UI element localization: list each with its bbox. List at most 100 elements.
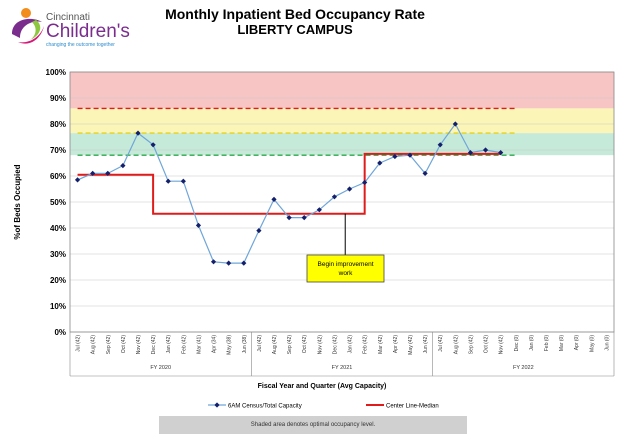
x-tick-label: May (42) [408,335,414,355]
x-tick-label: May (38) [227,335,233,355]
x-tick-label: Feb (0) [544,335,550,351]
x-tick-label: Aug (42) [453,335,459,355]
data-point-census [407,152,413,158]
legend-label-census: 6AM Census/Total Capacity [228,404,302,410]
logo-name-top: Cincinnati [46,12,90,23]
y-tick-label: 60% [50,172,66,181]
data-point-census [467,150,474,156]
target-band-0 [70,72,614,109]
x-tick-label: Nov (42) [499,335,505,355]
x-tick-label: Aug (42) [272,335,278,355]
data-point-census [452,121,458,127]
logo-figure-icon [12,8,44,44]
y-tick-label: 70% [50,146,66,155]
y-tick-label: 50% [50,198,66,207]
brand-logo: Cincinnati Children's changing the outco… [6,4,146,50]
legend-label-median: Center Line-Median [386,404,439,410]
x-tick-label: Nov (42) [317,335,323,355]
data-point-census [437,142,443,148]
data-point-census [377,160,383,166]
x-tick-label: Dec (42) [332,335,338,355]
x-tick-label: Apr (0) [574,335,580,351]
data-point-census [392,153,398,160]
x-tick-label: Jun (38) [242,335,248,354]
logo-tagline: changing the outcome together [46,42,115,48]
x-tick-label: Jul (42) [76,335,82,352]
target-band-2 [70,133,614,156]
series-line-median [77,152,501,215]
data-point-census [482,147,489,153]
x-tick-label: Apr (42) [393,335,399,353]
fiscal-year-label: FY 2021 [332,365,353,371]
y-tick-label: 30% [50,250,66,259]
x-tick-label: Jan (42) [348,335,354,354]
data-point-census [105,170,111,176]
x-tick-label: Mar (42) [378,335,384,354]
annotation-text-line2: work [338,270,353,277]
fiscal-year-label: FY 2022 [513,365,534,371]
data-point-census [210,259,217,265]
x-tick-label: Mar (41) [196,335,202,354]
annotation-box [306,254,385,283]
y-axis-label: %of Beds Occupied [13,164,22,239]
x-axis-label: Fiscal Year and Quarter (Avg Capacity) [258,383,387,390]
footnote: Shaded area denotes optimal occupancy le… [159,416,467,434]
x-tick-label: Oct (42) [121,335,127,353]
data-point-census [256,228,262,234]
x-tick-label: Oct (42) [484,335,490,353]
y-tick-label: 100% [46,68,66,77]
data-point-census [90,170,96,176]
x-tick-label: Sep (42) [106,335,112,355]
data-point-census [165,178,171,184]
data-point-census [286,215,292,221]
y-tick-label: 80% [50,120,66,129]
data-point-census [346,186,353,192]
y-tick-label: 90% [50,94,66,103]
logo-name-main: Children's [46,21,130,42]
x-tick-label: Dec (0) [514,335,520,352]
x-tick-label: Jun (0) [604,335,610,351]
x-tick-label: Sep (42) [468,335,474,355]
x-tick-label: Sep (42) [287,335,293,355]
x-tick-label: Mar (0) [559,335,565,351]
x-tick-label: Dec (42) [151,335,157,355]
data-point-census [120,163,126,169]
x-tick-label: Jul (42) [257,335,263,352]
data-point-census [195,222,202,228]
x-tick-label: Jul (42) [438,335,444,352]
chart-title: Monthly Inpatient Bed Occupancy Rate [165,6,425,22]
chart-header: Monthly Inpatient Bed Occupancy Rate LIB… [150,6,440,37]
data-point-census [498,150,504,156]
data-point-census [135,130,141,136]
annotation-text-line1: Begin improvement [318,261,374,268]
data-point-census [331,194,338,200]
fiscal-year-label: FY 2020 [150,365,171,371]
data-point-census [226,260,232,266]
data-point-census [316,207,322,213]
x-tick-label: Feb (42) [181,335,187,354]
plot-area-border [69,71,615,333]
x-tick-label: Oct (42) [302,335,308,353]
y-tick-label: 10% [50,302,66,311]
x-tick-label: May (0) [589,335,595,352]
legend-marker-census [214,402,220,408]
data-point-census [301,215,307,221]
x-tick-label: Aug (42) [91,335,97,355]
data-point-census [150,142,156,148]
data-point-census [241,260,247,266]
data-point-census [180,178,186,184]
x-tick-label: Nov (42) [136,335,142,355]
x-tick-label: Apr (34) [212,335,218,353]
data-point-census [362,179,368,186]
data-point-census [422,170,428,176]
y-tick-label: 20% [50,276,66,285]
data-point-census [271,196,277,202]
target-band-1 [70,108,614,134]
x-tick-label: Feb (42) [363,335,369,354]
x-tick-label: Jun (42) [423,335,429,354]
y-tick-label: 40% [50,224,66,233]
chart-subtitle: LIBERTY CAMPUS [237,22,353,37]
data-point-census [74,177,81,183]
y-tick-label: 0% [54,328,66,337]
